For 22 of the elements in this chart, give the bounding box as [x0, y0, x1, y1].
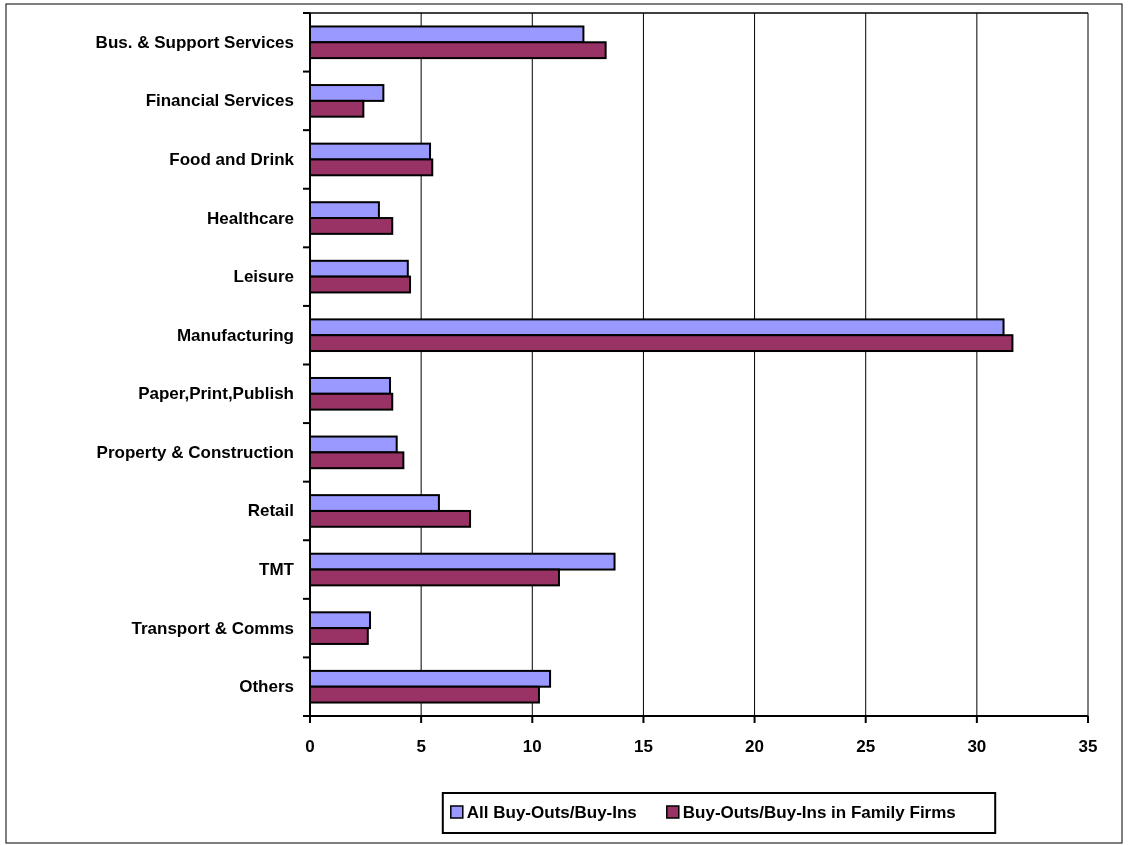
x-tick-label: 15 — [633, 737, 653, 756]
y-tick-label: Leisure — [233, 267, 294, 287]
y-tick-label: Food and Drink — [169, 149, 295, 169]
y-tick-label: Bus. & Support Services — [95, 32, 294, 52]
x-tick-label: 30 — [967, 737, 987, 756]
x-tick-label: 0 — [305, 737, 315, 756]
y-tick-label: Transport & Comms — [131, 618, 294, 638]
x-tick-label: 35 — [1078, 737, 1098, 756]
legend-label: All Buy-Outs/Buy-Ins — [466, 802, 637, 822]
y-tick-label: Paper,Print,Publish — [138, 384, 294, 404]
y-tick-label: Healthcare — [207, 208, 294, 228]
y-tick-label: Financial Services — [145, 91, 294, 111]
x-tick-label: 20 — [745, 737, 765, 756]
x-tick-label: 5 — [416, 737, 426, 756]
legend-label: Buy-Outs/Buy-Ins in Family Firms — [682, 802, 956, 822]
y-tick-label: TMT — [259, 560, 295, 580]
x-tick-label: 10 — [522, 737, 542, 756]
y-tick-label: Retail — [247, 501, 294, 521]
y-tick-label: Others — [239, 677, 294, 697]
x-tick-label: 25 — [856, 737, 876, 756]
y-tick-label: Property & Construction — [96, 442, 294, 462]
y-tick-label: Manufacturing — [176, 325, 294, 345]
